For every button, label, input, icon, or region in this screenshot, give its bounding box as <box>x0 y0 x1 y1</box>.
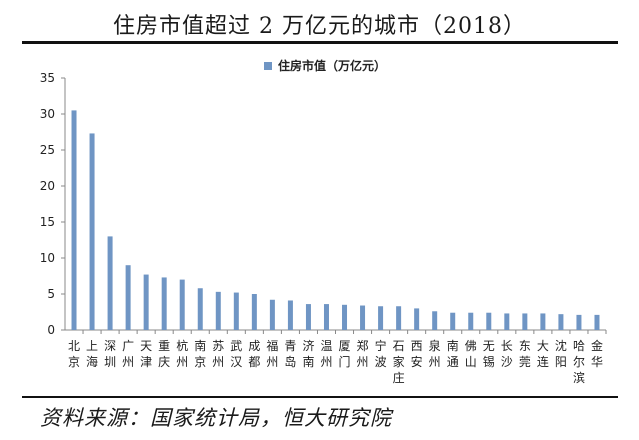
y-tick-label: 25 <box>40 143 55 157</box>
x-tick-label: 宁波 <box>375 338 387 369</box>
y-tick-label: 30 <box>40 107 55 121</box>
x-tick-label: 上海 <box>86 339 98 369</box>
bar <box>71 110 77 331</box>
x-tick-label: 重庆 <box>158 339 170 369</box>
x-tick-label: 福州 <box>266 338 278 369</box>
y-tick-label: 15 <box>40 215 55 229</box>
bar <box>378 306 384 330</box>
x-tick-label: 深圳 <box>104 339 116 369</box>
bar <box>414 308 420 330</box>
bar <box>197 288 203 330</box>
bar <box>305 304 311 330</box>
y-tick-label: 10 <box>40 251 55 265</box>
x-tick-label: 南京 <box>194 338 206 369</box>
x-tick-label: 北京 <box>68 339 80 369</box>
y-tick-label: 5 <box>47 287 55 301</box>
x-tick-label: 大连 <box>537 339 549 369</box>
bar <box>522 313 528 330</box>
bar <box>161 277 167 330</box>
x-tick-label: 佛山 <box>465 339 477 369</box>
bar <box>89 133 95 330</box>
x-tick-label: 成都 <box>248 339 260 369</box>
x-tick-label: 无锡 <box>483 339 495 369</box>
bar <box>468 312 474 330</box>
legend-swatch <box>264 62 272 70</box>
y-tick-label: 35 <box>40 71 55 85</box>
x-tick-label: 济南 <box>302 338 314 369</box>
bar <box>486 312 492 330</box>
y-tick-label: 0 <box>47 323 55 337</box>
x-tick-label: 杭州 <box>176 338 188 369</box>
x-tick-label: 温州 <box>320 339 332 369</box>
bar <box>360 305 366 330</box>
x-tick-label: 厦门 <box>339 339 351 369</box>
footer-rule <box>22 396 618 398</box>
x-tick-label: 广州 <box>122 339 134 369</box>
axes: 0 5 10 15 20 25 30 35 <box>40 71 607 337</box>
bars <box>71 110 600 331</box>
x-tick-label: 郑州 <box>357 338 369 369</box>
legend-label: 住房市值（万亿元） <box>278 58 386 73</box>
x-tick-label: 哈尔滨 <box>573 339 585 385</box>
bar <box>179 279 185 330</box>
x-tick-label: 泉州 <box>429 339 441 369</box>
bar <box>576 314 582 330</box>
bar <box>504 313 510 330</box>
bar <box>215 291 221 330</box>
x-tick-label: 青岛 <box>284 339 296 369</box>
bar <box>558 314 564 330</box>
bar <box>287 300 293 330</box>
x-tick-label: 长沙 <box>501 339 513 369</box>
bar <box>342 304 348 330</box>
x-tick-labels: 北京上海深圳广州天津重庆杭州南京苏州武汉成都福州青岛济南温州厦门郑州宁波石家庄西… <box>68 338 603 385</box>
page-title: 住房市值超过 2 万亿元的城市（2018） <box>113 14 526 39</box>
bar <box>323 304 329 330</box>
x-tick-label: 武汉 <box>230 339 242 369</box>
bar <box>540 313 546 330</box>
x-tick-label: 苏州 <box>212 339 224 369</box>
x-tick-label: 东莞 <box>519 339 531 369</box>
bar <box>432 311 438 330</box>
legend: 住房市值（万亿元） <box>264 58 386 73</box>
x-tick-label: 石家庄 <box>393 339 405 385</box>
title-rule <box>22 41 618 44</box>
bar <box>594 314 600 330</box>
x-tick-label: 金华 <box>591 338 603 369</box>
bar <box>107 236 113 330</box>
x-tick-label: 天津 <box>140 339 152 369</box>
x-tick-label: 沈阳 <box>555 338 567 369</box>
x-tick-label: 南通 <box>447 338 459 369</box>
bar <box>396 306 402 330</box>
bar <box>233 292 239 330</box>
source-note: 资料来源：国家统计局，恒大研究院 <box>40 406 392 430</box>
x-tick-label: 西安 <box>411 339 423 369</box>
bar <box>143 274 149 330</box>
bar <box>125 265 131 330</box>
bar <box>251 294 257 330</box>
bar <box>450 312 456 330</box>
y-tick-label: 20 <box>40 179 55 193</box>
bar <box>269 299 275 330</box>
